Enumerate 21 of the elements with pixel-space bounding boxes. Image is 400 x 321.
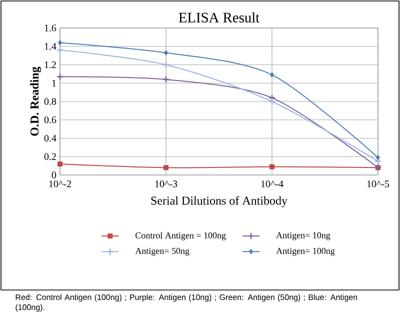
x-tick-label: 10^-2 [49, 180, 71, 188]
legend-label: Antigen= 100ng [276, 248, 335, 256]
y-tick-label: 1.6 [44, 24, 56, 32]
x-tick-label: 10^-3 [155, 180, 178, 188]
text: Red: Control Antigen (100ng) ; Purple: Antigen (10ng) ; Green: Antigen (50ng) ; Blue: Antigen (100ng). [16, 294, 358, 312]
x-tick-label: 10^-4 [261, 180, 284, 188]
y-tick-label: 0.4 [44, 134, 56, 142]
y-tick-label: 1 [52, 80, 56, 86]
y-tick-label: 1.2 [44, 61, 56, 68]
y-tick-label: 0 [52, 172, 56, 178]
legend-label: Antigen= 50ng [135, 248, 190, 256]
x-axis-title: Serial Dilutions of Antibody [151, 196, 288, 208]
x-tick-label: 10^-5 [367, 180, 390, 188]
legend-label: Control Antigen = 100ng [136, 232, 226, 240]
legend-label: Antigen= 10ng [276, 232, 330, 240]
y-tick-label: 0.6 [44, 116, 56, 124]
y-axis-title: O.D. Reading [30, 66, 42, 136]
y-tick-label: 1.4 [44, 42, 56, 50]
y-tick-label: 0.8 [44, 98, 56, 105]
y-tick-label: 0.2 [44, 153, 56, 160]
chart-title: ELISA Result [178, 12, 260, 22]
